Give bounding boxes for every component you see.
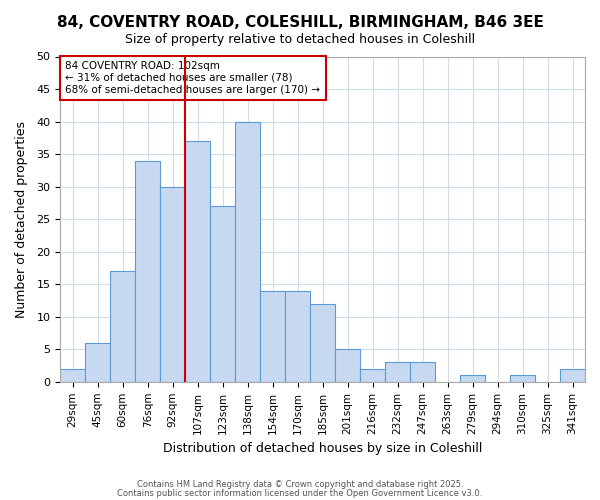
Bar (335, 350, 360, 382)
Y-axis label: Number of detached properties: Number of detached properties (15, 120, 28, 318)
Text: 84, COVENTRY ROAD, COLESHILL, BIRMINGHAM, B46 3EE: 84, COVENTRY ROAD, COLESHILL, BIRMINGHAM… (56, 15, 544, 30)
Bar (85, 343, 110, 382)
Bar (235, 122, 260, 382)
Bar (135, 160, 160, 382)
Bar (110, 271, 135, 382)
Bar (285, 290, 310, 382)
Bar (510, 376, 535, 382)
Bar (60, 369, 85, 382)
Text: Size of property relative to detached houses in Coleshill: Size of property relative to detached ho… (125, 32, 475, 46)
Bar (210, 206, 235, 382)
Bar (410, 362, 435, 382)
Bar (160, 186, 185, 382)
Bar (460, 376, 485, 382)
Bar (360, 369, 385, 382)
Bar (260, 290, 285, 382)
Bar (385, 362, 410, 382)
Bar (185, 141, 210, 382)
Text: 84 COVENTRY ROAD: 102sqm
← 31% of detached houses are smaller (78)
68% of semi-d: 84 COVENTRY ROAD: 102sqm ← 31% of detach… (65, 62, 320, 94)
X-axis label: Distribution of detached houses by size in Coleshill: Distribution of detached houses by size … (163, 442, 482, 455)
Bar (310, 304, 335, 382)
Bar (560, 369, 585, 382)
Text: Contains HM Land Registry data © Crown copyright and database right 2025.: Contains HM Land Registry data © Crown c… (137, 480, 463, 489)
Text: Contains public sector information licensed under the Open Government Licence v3: Contains public sector information licen… (118, 488, 482, 498)
